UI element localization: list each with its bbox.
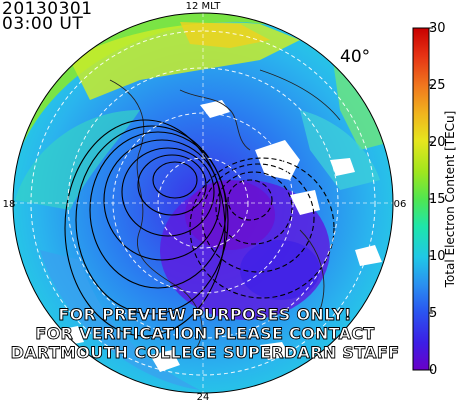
mlt-label-bottom: 24	[197, 392, 210, 400]
mlt-label-left: 18	[3, 199, 16, 210]
colorbar	[412, 27, 430, 371]
map-border	[12, 12, 394, 394]
watermark-line-1: FOR PREVIEW PURPOSES ONLY!	[58, 305, 351, 324]
colorbar-tick-5: 5	[429, 306, 437, 321]
mlt-label-right: 06	[394, 199, 407, 210]
colorbar-title: Total Electron Content [TECu]	[443, 111, 457, 289]
colorbar-tick-25: 25	[429, 78, 446, 93]
convection-contours	[64, 119, 335, 337]
colorbar-tick-20: 20	[429, 135, 446, 150]
latitude-label: 40°	[340, 47, 370, 67]
colorbar-tick-30: 30	[429, 21, 446, 36]
watermark-line-2: FOR VERIFICATION PLEASE CONTACT	[35, 324, 374, 343]
colorbar-tick-15: 15	[429, 192, 446, 207]
colorbar-tick-10: 10	[429, 249, 446, 264]
date-label: 20130301	[2, 0, 93, 19]
tec-field	[13, 13, 393, 393]
mlt-meridians	[13, 13, 393, 393]
watermark-line-3: DARTMOUTH COLLEGE SUPERDARN STAFF	[11, 343, 400, 362]
mlt-label-top: 12 MLT	[186, 1, 222, 12]
time-label: 03:00 UT	[2, 14, 84, 34]
colorbar-tick-0: 0	[429, 363, 437, 378]
